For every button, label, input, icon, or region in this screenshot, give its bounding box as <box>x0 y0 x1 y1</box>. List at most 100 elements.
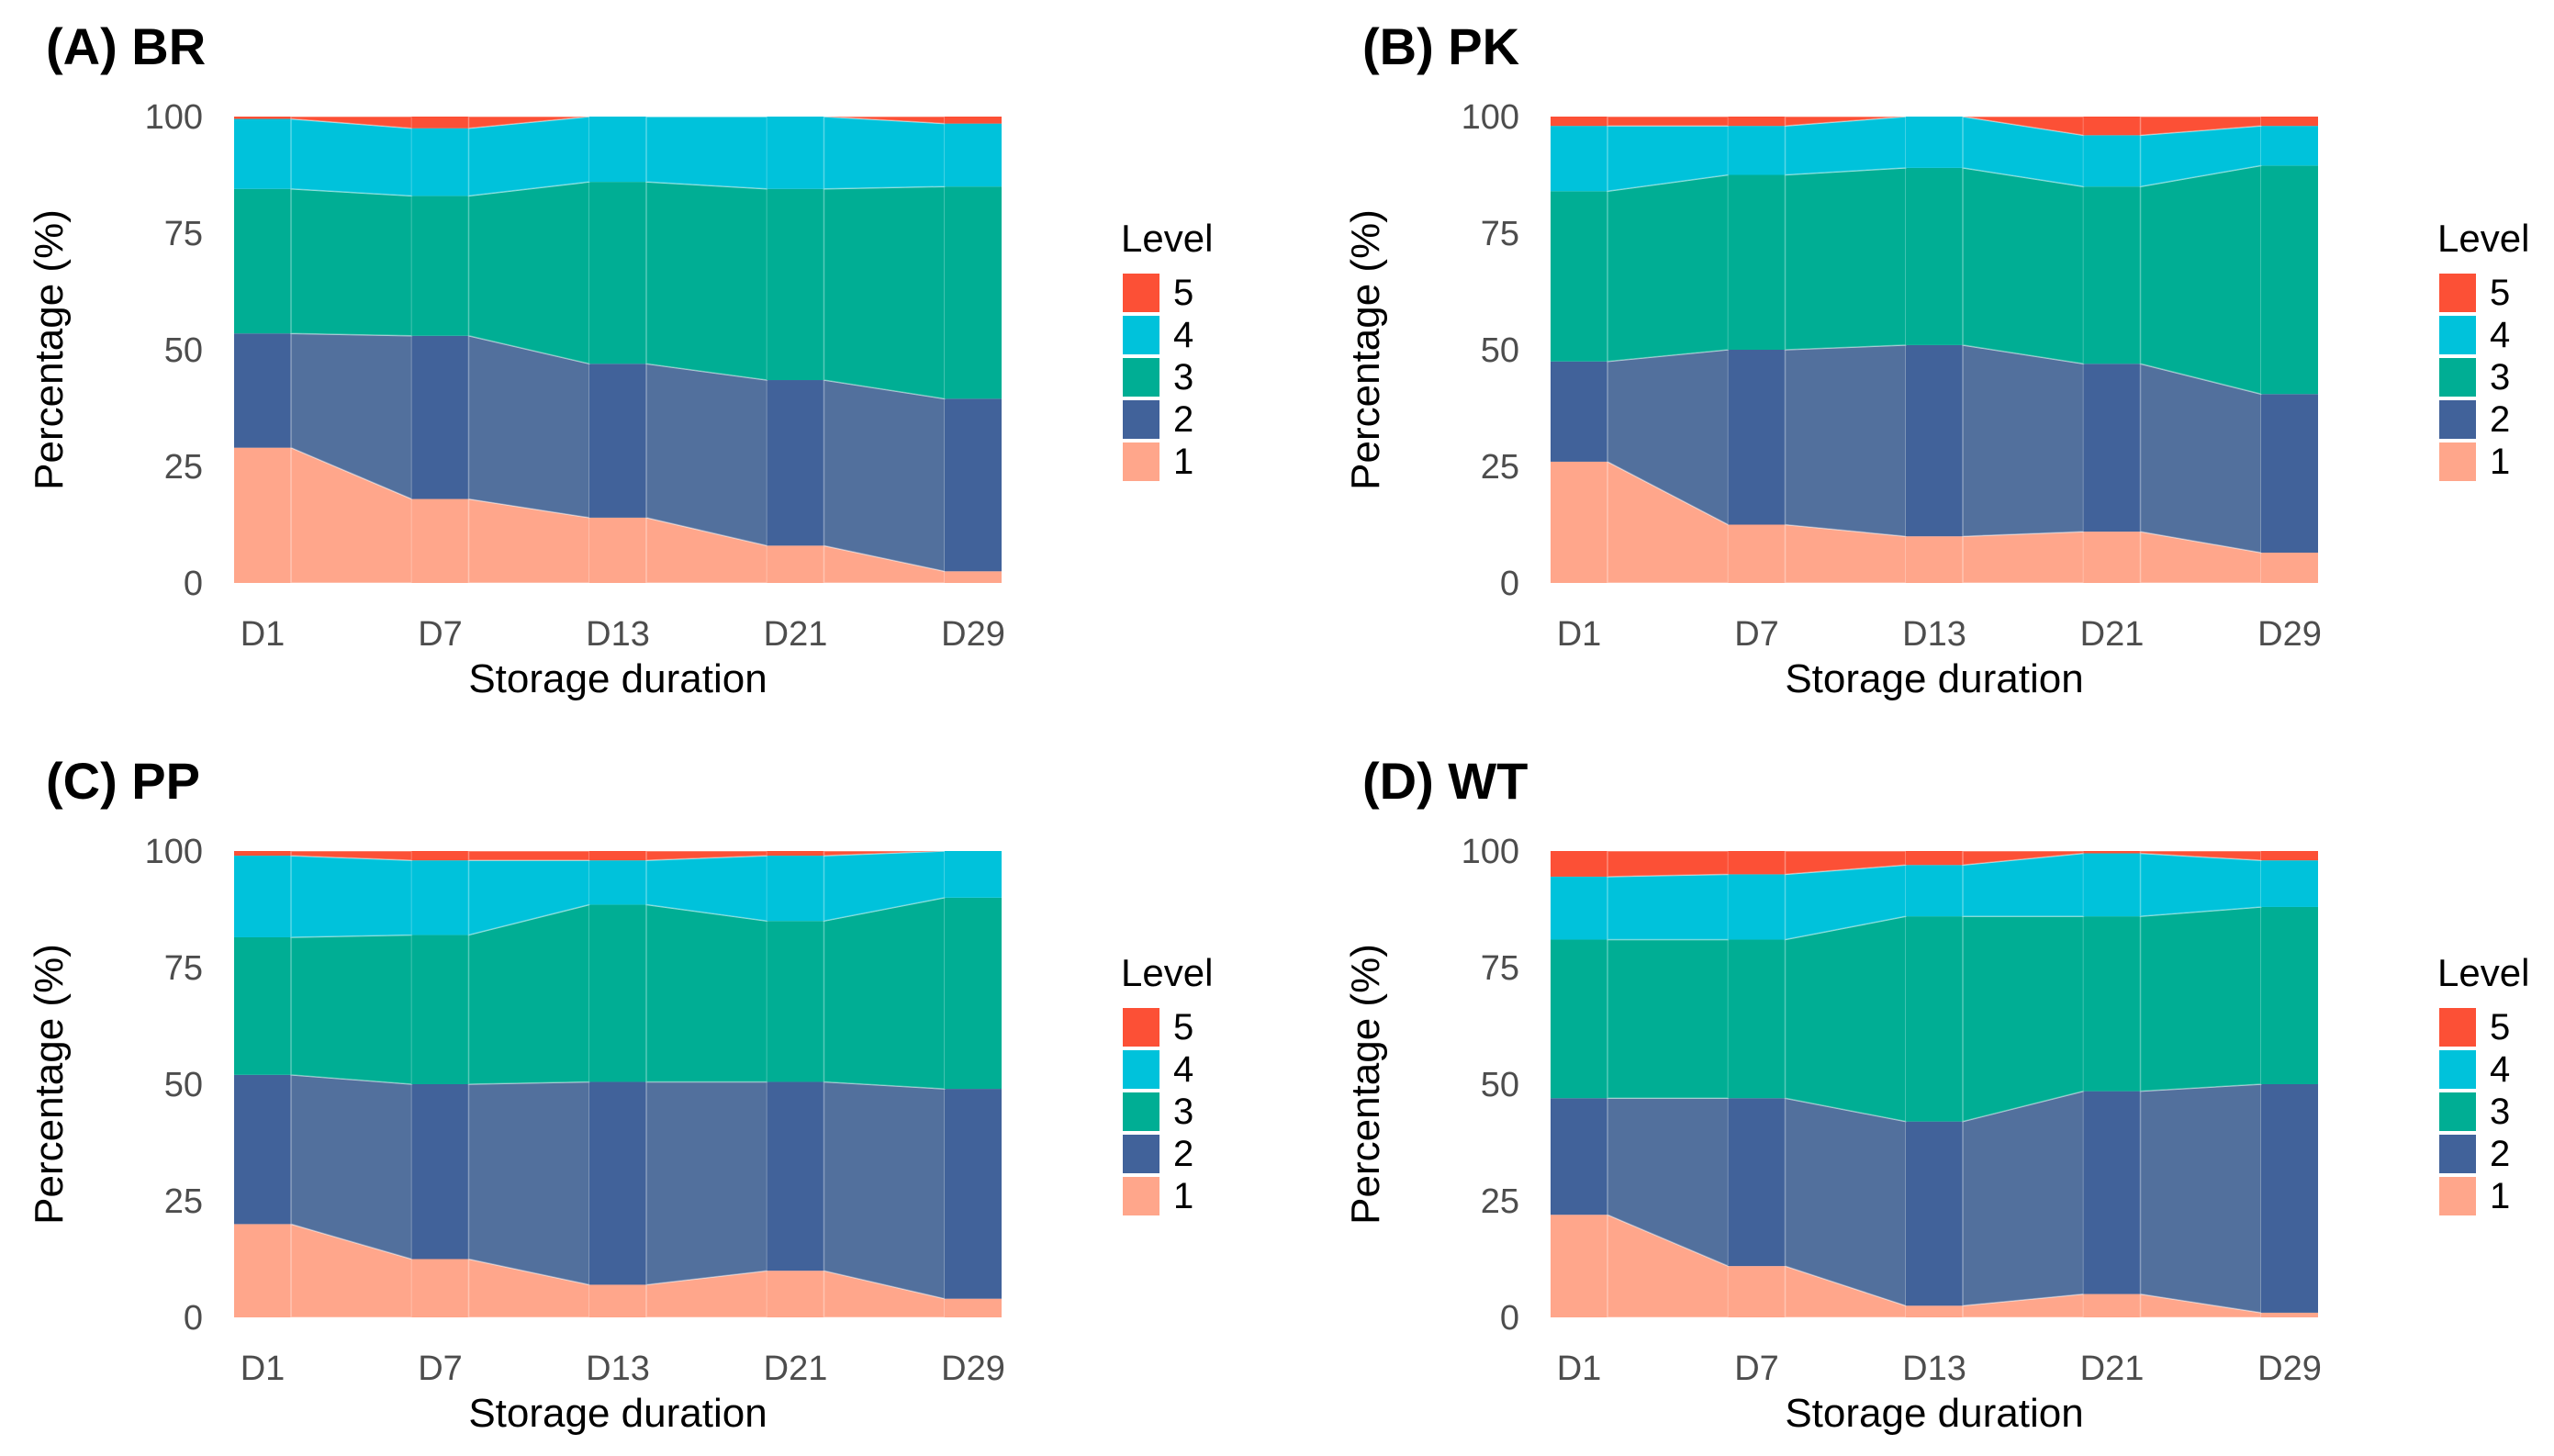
stratum-level-3 <box>2261 906 2318 1084</box>
legend-label: 4 <box>2490 1049 2510 1090</box>
stratum-level-3 <box>234 936 291 1075</box>
stratum-level-4 <box>411 860 469 935</box>
flow-level-5 <box>467 116 590 129</box>
y-axis-label: Percentage (%) <box>27 209 72 490</box>
stratum-level-3 <box>1728 939 1786 1099</box>
flow-level-5 <box>467 850 590 861</box>
legend-swatch-level-5 <box>2439 1008 2476 1047</box>
x-tick-label: D7 <box>418 615 463 654</box>
stratum-level-2 <box>411 335 469 499</box>
legend-label: 4 <box>1173 1049 1193 1090</box>
y-tick-label: 75 <box>164 215 203 253</box>
legend-swatch-level-2 <box>1123 400 1159 439</box>
x-tick-label: D7 <box>418 1350 463 1388</box>
flow-level-3 <box>1607 174 1730 363</box>
x-tick-label: D29 <box>2257 615 2322 654</box>
legend-swatch-level-5 <box>1123 274 1159 312</box>
stratum-level-5 <box>767 851 824 857</box>
stratum-level-3 <box>1728 174 1786 350</box>
flow-level-1 <box>1962 531 2085 584</box>
flow-level-2 <box>467 1081 590 1286</box>
legend-swatch-level-3 <box>1123 358 1159 397</box>
stratum-level-2 <box>2261 394 2318 553</box>
stratum-level-5 <box>2083 117 2141 136</box>
flow-level-5 <box>645 850 768 861</box>
stratum-level-2 <box>945 398 1002 572</box>
flow-level-4 <box>1607 873 1730 941</box>
stratum-level-1 <box>589 1284 646 1317</box>
stratum-level-5 <box>411 851 469 861</box>
flow-level-5 <box>290 850 413 861</box>
chart-title: (D) WT <box>1362 752 1528 810</box>
stratum-level-1 <box>1906 1305 1963 1317</box>
stratum-level-2 <box>767 380 824 546</box>
stratum-level-3 <box>589 904 646 1082</box>
stratum-level-2 <box>234 333 291 448</box>
y-tick-label: 25 <box>1481 448 1519 487</box>
flow-level-3 <box>1962 167 2085 365</box>
stratum-level-2 <box>1728 350 1786 525</box>
stratum-level-5 <box>411 117 469 129</box>
legend-swatch-level-4 <box>2439 316 2476 354</box>
legend-label: 4 <box>2490 315 2510 355</box>
flow-level-2 <box>2139 1083 2262 1314</box>
flow-level-3 <box>467 181 590 365</box>
legend-label: 5 <box>2490 273 2510 313</box>
flow-level-4 <box>1784 116 1907 176</box>
flow-level-5 <box>1607 116 1730 127</box>
y-axis-label: Percentage (%) <box>27 944 72 1225</box>
legend-swatch-level-3 <box>2439 358 2476 397</box>
stratum-level-4 <box>2261 126 2318 166</box>
stratum-level-2 <box>411 1084 469 1260</box>
legend-title: Level <box>1121 217 1213 260</box>
stratum-level-3 <box>411 935 469 1084</box>
y-tick-label: 0 <box>184 1299 203 1338</box>
stratum-level-5 <box>1551 851 1607 877</box>
stratum-level-2 <box>1551 361 1607 462</box>
y-tick-label: 50 <box>1481 331 1519 370</box>
stratum-level-3 <box>1551 939 1607 1099</box>
stratum-level-4 <box>1906 865 1963 917</box>
x-tick-label: D1 <box>1557 615 1602 654</box>
stratum-level-3 <box>2261 165 2318 395</box>
stratum-level-4 <box>767 117 824 189</box>
stratum-level-4 <box>589 860 646 905</box>
y-tick-label: 25 <box>1481 1182 1519 1221</box>
legend-swatch-level-3 <box>1123 1092 1159 1131</box>
stratum-level-2 <box>1906 1121 1963 1306</box>
stratum-level-4 <box>2261 860 2318 907</box>
stratum-level-5 <box>2083 851 2141 854</box>
stratum-level-1 <box>1728 1266 1786 1317</box>
stratum-level-2 <box>589 1081 646 1285</box>
stratum-level-3 <box>234 188 291 334</box>
flow-level-5 <box>823 850 946 857</box>
flow-level-2 <box>1784 344 1907 538</box>
stratum-level-2 <box>2083 1091 2141 1294</box>
x-tick-label: D1 <box>241 1350 286 1388</box>
y-tick-label: 0 <box>1500 565 1519 603</box>
flow-level-4 <box>2139 852 2262 917</box>
y-tick-label: 0 <box>1500 1299 1519 1338</box>
y-tick-label: 75 <box>1481 215 1519 253</box>
stratum-level-4 <box>945 851 1002 898</box>
stratum-level-1 <box>2261 1312 2318 1317</box>
stratum-level-5 <box>2261 851 2318 861</box>
legend-label: 2 <box>2490 399 2510 440</box>
stratum-level-2 <box>1906 344 1963 537</box>
flow-level-3 <box>1784 167 1907 351</box>
x-tick-label: D29 <box>2257 1350 2322 1388</box>
legend-swatch-level-4 <box>1123 316 1159 354</box>
legend-label: 3 <box>2490 1092 2510 1132</box>
stratum-level-1 <box>767 1271 824 1317</box>
legend-label: 2 <box>2490 1134 2510 1174</box>
stratum-level-3 <box>767 921 824 1082</box>
x-axis-label: Storage duration <box>468 1391 767 1436</box>
stratum-level-2 <box>1728 1098 1786 1267</box>
flow-level-2 <box>645 363 768 547</box>
stratum-level-2 <box>2083 364 2141 532</box>
stratum-level-4 <box>2083 853 2141 917</box>
flow-level-2 <box>645 1081 768 1286</box>
legend-label: 1 <box>1173 442 1193 482</box>
stratum-level-4 <box>945 123 1002 187</box>
